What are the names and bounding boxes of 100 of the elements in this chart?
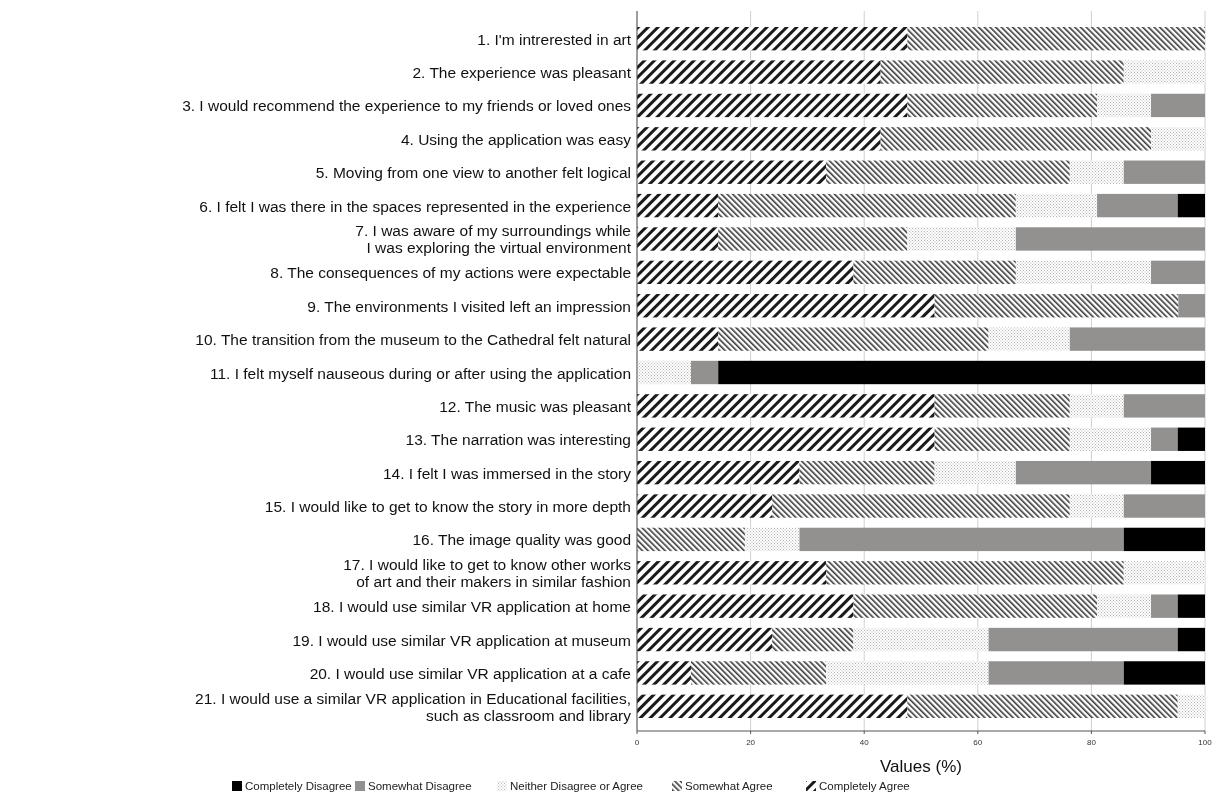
bar — [1177, 694, 1205, 718]
bar — [1151, 427, 1178, 451]
bar — [772, 494, 1070, 518]
y-tick-label: 19. I would use similar VR application at museum — [292, 631, 631, 649]
bar — [1151, 594, 1178, 618]
bar — [1177, 427, 1205, 451]
y-tick-label: 18. I would use similar VR application at home — [313, 597, 631, 615]
bar — [1069, 327, 1205, 351]
bar — [637, 127, 881, 151]
bar — [637, 227, 719, 251]
bar — [1069, 160, 1124, 184]
bar — [637, 394, 935, 418]
bar — [690, 661, 827, 685]
y-tick-label: 2. The experience was pleasant — [412, 63, 632, 81]
bar — [826, 661, 989, 685]
bar — [934, 394, 1070, 418]
y-tick-label: 13. The narration was interesting — [405, 430, 631, 448]
bar — [907, 93, 1098, 118]
bar — [907, 227, 1016, 251]
bar — [1177, 193, 1205, 218]
bar — [1151, 260, 1205, 285]
bar — [1015, 227, 1205, 251]
bar — [718, 193, 1016, 218]
bar — [907, 694, 1178, 718]
y-tick-label: 11. I felt myself nauseous during or after using the application — [209, 364, 631, 381]
bar — [772, 627, 854, 652]
y-tick-label: 10. The transition from the museum to the Cathedral felt natural — [195, 330, 631, 348]
bar — [1177, 627, 1205, 652]
bar — [637, 260, 854, 285]
legend-label: Somewhat Disagree — [368, 780, 472, 792]
legend-label: Neither Disagree or Agree — [510, 780, 643, 792]
bar — [934, 427, 1070, 451]
bar — [637, 661, 691, 685]
bar — [1123, 394, 1205, 418]
x-tick-label: 80 — [1086, 738, 1097, 747]
x-tick-label: 60 — [973, 738, 983, 747]
bar — [1123, 527, 1205, 552]
bar — [1069, 494, 1124, 518]
y-tick-label: 16. The image quality was good — [412, 530, 631, 548]
bar — [880, 127, 1152, 151]
bar — [799, 460, 935, 485]
bar — [637, 594, 854, 618]
bar — [744, 527, 800, 552]
bar — [853, 594, 1098, 618]
bar — [1123, 494, 1205, 518]
bar — [637, 627, 773, 652]
bar — [880, 60, 1124, 84]
bar — [637, 160, 827, 184]
bar — [637, 694, 908, 718]
x-axis-title: Values (%) — [880, 757, 962, 776]
y-tick-label: 1. I'm intrerested in art — [477, 30, 632, 48]
y-tick-label: 12. The music was pleasant — [439, 397, 632, 415]
bar — [718, 360, 1205, 385]
x-tick-label: 100 — [1198, 738, 1213, 747]
bar — [637, 60, 881, 84]
bar — [718, 327, 989, 351]
bar — [1151, 127, 1205, 151]
bar — [1123, 561, 1205, 585]
bar — [690, 360, 719, 385]
bar — [637, 494, 773, 518]
bar — [637, 527, 745, 552]
y-tick-label: 21. I would use a similar VR application in Educational facilities, such as classroom and library — [195, 689, 632, 724]
y-tick-label: 4. Using the application was easy — [400, 130, 632, 148]
legend-label: Somewhat Agree — [685, 780, 773, 792]
bar — [1015, 260, 1152, 285]
bar — [718, 227, 908, 251]
bar — [1151, 460, 1205, 485]
bar — [1069, 427, 1152, 451]
x-tick-label: 0 — [634, 738, 640, 747]
bar — [1177, 594, 1205, 618]
x-tick-label: 20 — [746, 738, 756, 747]
bar — [1123, 661, 1205, 685]
bar — [1151, 93, 1205, 118]
bar — [1178, 294, 1205, 318]
bar — [799, 527, 1124, 552]
bar — [637, 427, 935, 451]
bar — [934, 294, 1179, 318]
bar — [637, 27, 908, 51]
bar — [637, 294, 935, 318]
bar — [1015, 193, 1098, 218]
y-tick-label: 20. I would use similar VR application at a cafe — [309, 664, 631, 682]
y-tick-label: 9. The environments I visited left an impression — [307, 297, 631, 315]
y-tick-label: 3. I would recommend the experience to my friends or loved ones — [182, 96, 632, 114]
y-tick-label: 17. I would like to get to know other works of art and their makers in similar fashion — [343, 555, 632, 590]
y-tick-label: 5. Moving from one view to another felt logical — [315, 163, 631, 181]
bar — [826, 561, 1124, 585]
bar — [934, 460, 1016, 485]
bar — [637, 460, 800, 485]
y-tick-label: 6. I felt I was there in the spaces represented in the experience — [199, 197, 631, 215]
bar — [853, 627, 989, 652]
bar — [988, 327, 1070, 351]
legend-label: Completely Agree — [819, 780, 910, 792]
bar — [853, 260, 1016, 285]
bar — [826, 160, 1070, 184]
y-tick-label: 7. I was aware of my surroundings while I was exploring the virtual environment — [355, 221, 632, 256]
y-tick-label: 14. I felt I was immersed in the story — [382, 464, 632, 482]
y-tick-label: 8. The consequences of my actions were expectable — [270, 263, 631, 281]
bar — [637, 360, 691, 385]
bar — [988, 661, 1124, 685]
bar — [988, 627, 1178, 652]
